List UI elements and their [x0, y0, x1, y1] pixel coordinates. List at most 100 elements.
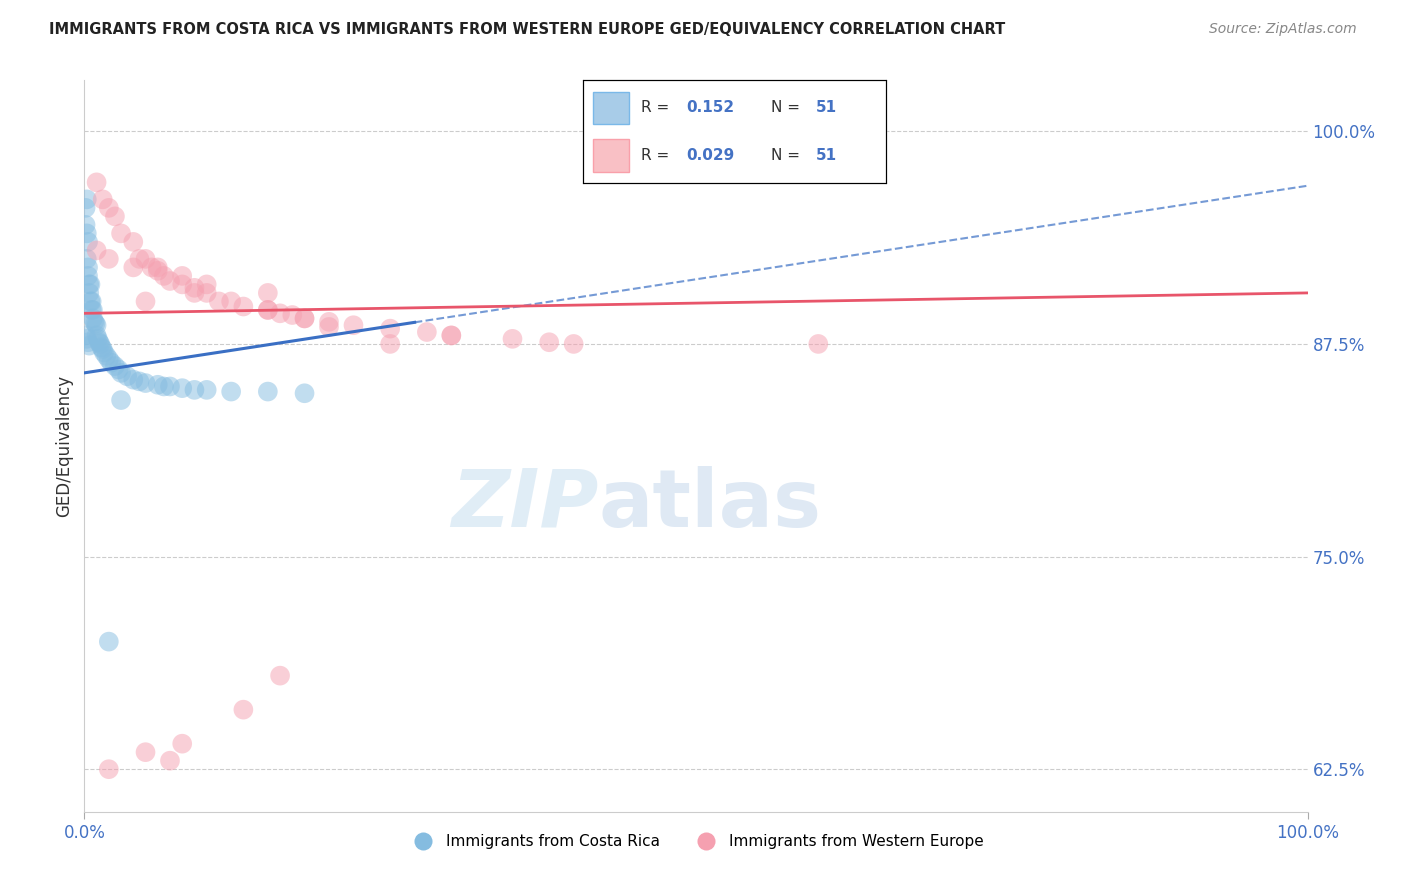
Point — [135, 745, 157, 759]
FancyBboxPatch shape — [592, 92, 628, 124]
Point — [128, 252, 150, 266]
Point — [159, 274, 181, 288]
Point — [77, 338, 100, 352]
Point — [195, 285, 218, 300]
Point — [86, 175, 108, 189]
Point — [87, 332, 110, 346]
Point — [269, 668, 291, 682]
Point — [183, 285, 205, 300]
Point — [84, 317, 107, 331]
Point — [172, 277, 194, 292]
Point — [318, 315, 340, 329]
Point — [104, 359, 127, 373]
Point — [77, 277, 100, 292]
Point — [97, 201, 120, 215]
Legend: Immigrants from Costa Rica, Immigrants from Western Europe: Immigrants from Costa Rica, Immigrants f… — [402, 828, 990, 855]
Point — [342, 318, 364, 333]
Point — [135, 294, 157, 309]
Text: R =: R = — [641, 148, 673, 162]
Point — [562, 337, 585, 351]
FancyBboxPatch shape — [592, 139, 628, 171]
Point — [97, 352, 120, 367]
Point — [79, 294, 101, 309]
Point — [100, 356, 122, 370]
Point — [122, 260, 145, 275]
Point — [257, 302, 280, 317]
Point — [83, 315, 105, 329]
Point — [86, 244, 108, 258]
Text: R =: R = — [641, 101, 673, 115]
Point — [219, 384, 242, 399]
Point — [294, 386, 316, 401]
Point — [79, 277, 101, 292]
Text: Source: ZipAtlas.com: Source: ZipAtlas.com — [1209, 22, 1357, 37]
Point — [416, 325, 439, 339]
Point — [86, 328, 108, 343]
Point — [146, 264, 169, 278]
Point — [440, 328, 463, 343]
Point — [135, 376, 157, 390]
Point — [380, 337, 402, 351]
Point — [90, 340, 112, 354]
Point — [208, 294, 231, 309]
Point — [141, 260, 163, 275]
Point — [135, 252, 157, 266]
Point — [75, 218, 97, 232]
Point — [294, 311, 316, 326]
Text: N =: N = — [770, 148, 804, 162]
Point — [110, 393, 132, 408]
Point — [153, 379, 176, 393]
Point — [219, 294, 242, 309]
Point — [380, 321, 402, 335]
Point — [107, 362, 129, 376]
Text: atlas: atlas — [598, 466, 821, 543]
Point — [104, 210, 127, 224]
Point — [294, 311, 316, 326]
Point — [86, 318, 108, 333]
Point — [75, 328, 97, 343]
Point — [93, 345, 115, 359]
Point — [82, 311, 104, 326]
Point — [195, 383, 218, 397]
Text: N =: N = — [770, 101, 804, 115]
Point — [257, 302, 280, 317]
Text: 0.152: 0.152 — [686, 101, 734, 115]
Point — [80, 302, 103, 317]
Point — [440, 328, 463, 343]
Point — [183, 281, 205, 295]
Point — [76, 252, 98, 266]
Point — [91, 192, 114, 206]
Text: 51: 51 — [817, 101, 838, 115]
Point — [172, 381, 194, 395]
Point — [172, 737, 194, 751]
Point — [318, 320, 340, 334]
Point — [807, 337, 830, 351]
Point — [128, 375, 150, 389]
Point — [257, 384, 280, 399]
Point — [77, 235, 100, 249]
Point — [159, 379, 181, 393]
Point — [257, 285, 280, 300]
Point — [115, 369, 138, 384]
Point — [87, 335, 110, 350]
Point — [232, 300, 254, 314]
Point — [538, 335, 561, 350]
Point — [76, 192, 98, 206]
Point — [269, 306, 291, 320]
Point — [82, 302, 104, 317]
Point — [110, 366, 132, 380]
Text: IMMIGRANTS FROM COSTA RICA VS IMMIGRANTS FROM WESTERN EUROPE GED/EQUIVALENCY COR: IMMIGRANTS FROM COSTA RICA VS IMMIGRANTS… — [49, 22, 1005, 37]
Point — [232, 703, 254, 717]
Point — [502, 332, 524, 346]
Point — [146, 377, 169, 392]
Point — [77, 260, 100, 275]
Point — [89, 337, 111, 351]
Point — [172, 268, 194, 283]
Point — [77, 268, 100, 283]
Y-axis label: GED/Equivalency: GED/Equivalency — [55, 375, 73, 517]
Point — [183, 383, 205, 397]
Point — [159, 754, 181, 768]
Point — [91, 342, 114, 356]
Point — [76, 227, 98, 241]
Point — [77, 285, 100, 300]
